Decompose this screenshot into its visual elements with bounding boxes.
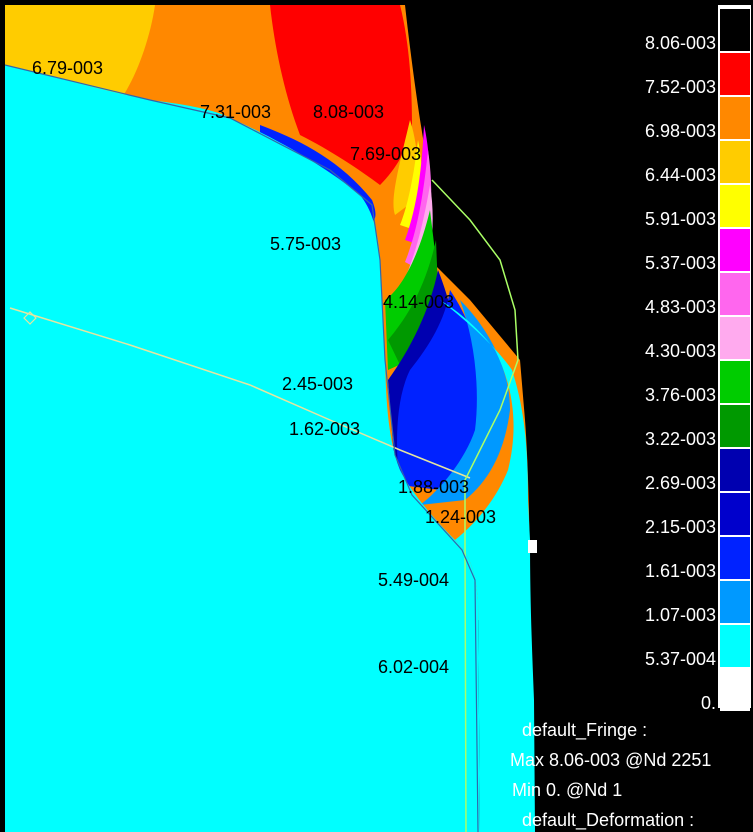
band-dark-green [388,240,438,365]
legend-swatch [720,449,750,491]
legend-label: 4.30-003 [645,341,716,361]
legend-label: 6.98-003 [645,121,716,141]
legend-swatch [720,581,750,623]
legend-label: 0. [701,693,716,713]
legend-swatch [720,9,750,51]
legend-label: 8.06-003 [645,33,716,53]
band-light-blue [420,300,510,505]
legend-swatch [720,669,750,711]
symmetry-line [9,307,471,479]
legend-swatch [720,537,750,579]
legend-label: 2.15-003 [645,517,716,537]
band-blue [397,290,485,490]
contour-label: 8.08-003 [313,102,384,122]
contour-label: 6.02-004 [378,657,449,677]
cyan-right-body [440,300,535,832]
band-red [270,5,412,185]
white-notch [528,540,537,553]
legend-swatch [720,317,750,359]
legend-label: 3.22-003 [645,429,716,449]
legend-label: 6.44-003 [645,165,716,185]
legend-swatch [720,493,750,535]
color-legend: 8.06-003 7.52-003 6.98-003 6.44-003 5.91-003… [645,5,751,713]
legend-label: 2.69-003 [645,473,716,493]
contour-label: 7.69-003 [350,144,421,164]
contour-label: 1.24-003 [425,507,496,527]
contour-label: 1.88-003 [398,477,469,497]
contour-label: 2.45-003 [282,374,353,394]
legend-label: 4.83-003 [645,297,716,317]
node-marker [23,311,37,325]
legend-swatch [720,405,750,447]
contour-label: 5.49-004 [378,570,449,590]
min-value: Min 0. @Nd 1 [512,780,622,800]
legend-label: 5.37-003 [645,253,716,273]
contour-label: 1.62-003 [289,419,360,439]
legend-label: 7.52-003 [645,77,716,97]
legend-label: 3.76-003 [645,385,716,405]
legend-swatch [720,97,750,139]
max-value: Max 8.06-003 @Nd 2251 [510,750,711,770]
mesh-outline [431,179,519,832]
deformed-edge [4,64,479,832]
contour-label: 4.14-003 [383,292,454,312]
legend-swatch [720,185,750,227]
legend-swatch [720,625,750,667]
legend-swatch [720,141,750,183]
legend-swatch [720,229,750,271]
fringe-title: default_Fringe : [522,720,647,741]
contour-label: 6.79-003 [32,58,103,78]
deformation-title: default_Deformation : [522,810,694,831]
contour-label: 7.31-003 [200,102,271,122]
legend-label: 1.07-003 [645,605,716,625]
legend-swatch [720,273,750,315]
cyan-body [5,65,480,832]
legend-label: 1.61-003 [645,561,716,581]
contour-label: 5.75-003 [270,234,341,254]
legend-label: 5.91-003 [645,209,716,229]
legend-swatch [720,361,750,403]
legend-swatch [720,53,750,95]
legend-label: 5.37-004 [645,649,716,669]
